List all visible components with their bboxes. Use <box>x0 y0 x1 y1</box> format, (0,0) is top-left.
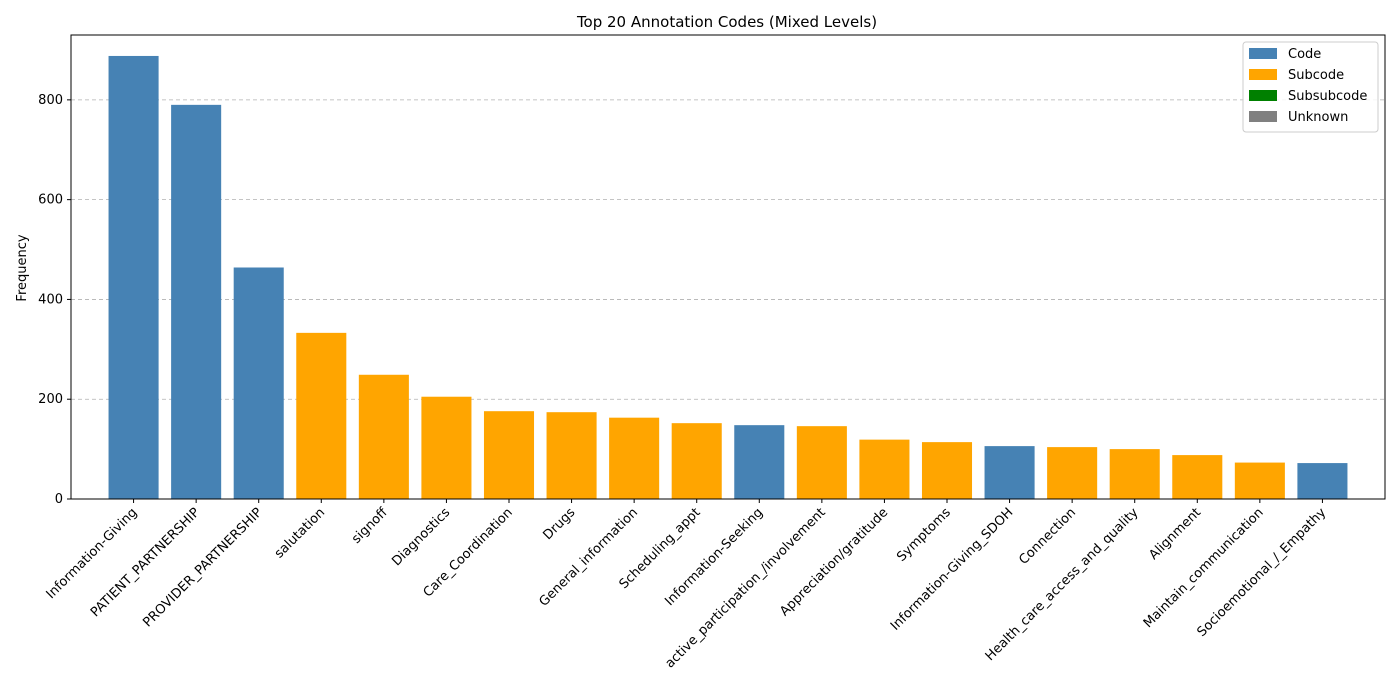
bar-1 <box>171 104 222 500</box>
x-tick-label: Diagnostics <box>389 505 453 569</box>
bar-3 <box>296 332 347 499</box>
legend-label: Subcode <box>1288 68 1344 83</box>
bar-11 <box>796 426 847 499</box>
bars <box>108 55 1348 500</box>
bar-0 <box>108 55 159 500</box>
bar-4 <box>358 374 409 499</box>
x-tick-label: Alignment <box>1146 505 1204 563</box>
x-axis-ticks: Information-GivingPATIENT_PARTNERSHIPPRO… <box>44 499 1330 671</box>
bar-13 <box>921 442 973 499</box>
bar-19 <box>1297 463 1348 499</box>
bar-16 <box>1109 449 1160 499</box>
bar-17 <box>1172 455 1223 499</box>
x-tick-label: Connection <box>1016 505 1079 568</box>
legend-swatch <box>1249 48 1277 59</box>
legend-label: Subsubcode <box>1288 89 1367 104</box>
bar-5 <box>421 396 472 499</box>
x-tick-label: signoff <box>349 504 391 546</box>
y-axis-ticks: 0 200 400 600 800 <box>38 93 71 507</box>
bar-6 <box>483 411 535 499</box>
legend-label: Unknown <box>1288 110 1348 125</box>
y-tick-label: 800 <box>38 93 63 108</box>
y-tick-label: 400 <box>38 292 63 307</box>
x-tick-label: PATIENT_PARTNERSHIP <box>88 505 203 620</box>
legend: Code Subcode Subsubcode Unknown <box>1242 41 1379 133</box>
legend-swatch <box>1249 111 1277 122</box>
y-axis-label: Frequency <box>15 234 30 301</box>
legend-swatch <box>1249 69 1277 80</box>
bar-12 <box>859 439 910 499</box>
chart-title: Top 20 Annotation Codes (Mixed Levels) <box>576 13 877 31</box>
legend-swatch <box>1249 90 1277 101</box>
bar-9 <box>671 423 722 499</box>
y-tick-label: 600 <box>38 193 63 208</box>
x-tick-label: Appreciation/gratitude <box>777 505 891 619</box>
grid-lines <box>71 99 1385 400</box>
bar-7 <box>546 412 597 499</box>
x-tick-label: salutation <box>272 505 328 561</box>
bar-15 <box>1047 447 1098 499</box>
x-tick-label: Maintain_communication <box>1141 505 1267 631</box>
plot-frame <box>70 34 1386 500</box>
legend-box <box>1242 41 1379 133</box>
legend-label: Code <box>1288 47 1321 62</box>
bar-8 <box>609 417 660 499</box>
bar-18 <box>1234 462 1285 499</box>
x-tick-label: Drugs <box>540 505 578 543</box>
y-tick-label: 0 <box>55 492 63 507</box>
bar-10 <box>734 425 785 499</box>
x-tick-label: Information-Giving_SDOH <box>888 505 1016 633</box>
x-tick-label: Symptoms <box>894 505 954 565</box>
x-tick-label: PROVIDER_PARTNERSHIP <box>140 505 265 630</box>
x-tick-label: Socioemotional_/_Empathy <box>1195 505 1330 640</box>
bar-2 <box>233 267 284 499</box>
y-tick-label: 200 <box>38 392 63 407</box>
bar-14 <box>984 446 1035 499</box>
